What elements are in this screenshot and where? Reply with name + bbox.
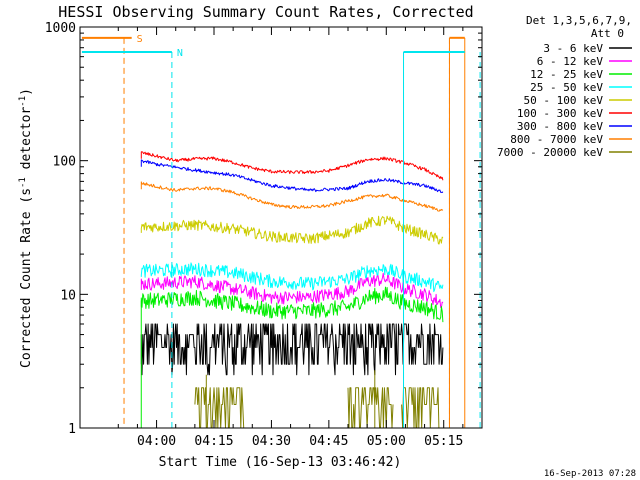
annotation-label-s: S bbox=[137, 34, 143, 45]
legend-entry-label: 7000 - 20000 keV bbox=[497, 146, 603, 159]
legend-entry-label: 100 - 300 keV bbox=[517, 107, 603, 120]
series-line-50-100-kev bbox=[140, 215, 444, 245]
series-line-25-50-kev bbox=[140, 262, 444, 293]
plot-area bbox=[140, 151, 444, 429]
legend-entry-label: 6 - 12 keV bbox=[537, 55, 604, 68]
series-line-100-300-kev bbox=[140, 151, 444, 181]
x-tick-label: 04:15 bbox=[194, 434, 233, 449]
axes: 1 10 100 1000 04:00 04:15 04:30 04:45 05:00 05:15 bbox=[45, 21, 483, 449]
chart-title: HESSI Observing Summary Count Rates, Cor… bbox=[58, 3, 473, 21]
legend-header-attenuator: Att 0 bbox=[591, 27, 624, 40]
annotation-label-n: N bbox=[177, 48, 183, 59]
y-tick-label: 10 bbox=[60, 288, 76, 303]
x-tick-label: 04:00 bbox=[137, 434, 176, 449]
series-line-12-25-kev bbox=[140, 286, 444, 323]
legend-entry: 100 - 300 keV bbox=[517, 107, 632, 120]
x-axis-label: Start Time (16-Sep-13 03:46:42) bbox=[159, 455, 402, 470]
y-axis-label: Corrected Count Rate (s-1 detector-1) bbox=[18, 88, 34, 368]
legend-entry: 25 - 50 keV bbox=[530, 81, 632, 94]
legend-entry: 7000 - 20000 keV bbox=[497, 146, 632, 159]
legend-header-detectors: Det 1,3,5,6,7,9, bbox=[526, 14, 632, 27]
legend-entry-label: 300 - 800 keV bbox=[517, 120, 603, 133]
annotation-layer: SN bbox=[81, 34, 481, 428]
series-line-6-12-kev bbox=[140, 272, 444, 308]
y-tick-label: 1000 bbox=[45, 21, 76, 36]
legend-entry: 6 - 12 keV bbox=[537, 55, 632, 68]
legend-entry-label: 12 - 25 keV bbox=[530, 68, 603, 81]
series-line-3-6-kev bbox=[140, 323, 444, 376]
legend-entry: 3 - 6 keV bbox=[543, 42, 632, 55]
legend-entry: 50 - 100 keV bbox=[524, 94, 632, 107]
series-line-7000-20000-kev bbox=[194, 370, 440, 429]
legend-entry: 300 - 800 keV bbox=[517, 120, 632, 133]
x-tick-label: 04:30 bbox=[252, 434, 291, 449]
legend-entry-label: 50 - 100 keV bbox=[524, 94, 604, 107]
legend-entry-label: 3 - 6 keV bbox=[543, 42, 603, 55]
plot-frame bbox=[79, 26, 483, 429]
x-tick-label: 05:15 bbox=[424, 434, 463, 449]
legend-entry-label: 800 - 7000 keV bbox=[510, 133, 603, 146]
legend-entry: 12 - 25 keV bbox=[530, 68, 632, 81]
series-line-800-7000-kev bbox=[140, 181, 444, 212]
legend-entry-label: 25 - 50 keV bbox=[530, 81, 603, 94]
x-tick-label: 05:00 bbox=[367, 434, 406, 449]
legend-entry: 800 - 7000 keV bbox=[510, 133, 632, 146]
x-tick-label: 04:45 bbox=[309, 434, 348, 449]
series-line-300-800-kev bbox=[140, 159, 444, 193]
timestamp: 16-Sep-2013 07:28 bbox=[544, 469, 636, 479]
y-tick-label: 100 bbox=[53, 155, 76, 170]
y-tick-label: 1 bbox=[68, 422, 76, 437]
